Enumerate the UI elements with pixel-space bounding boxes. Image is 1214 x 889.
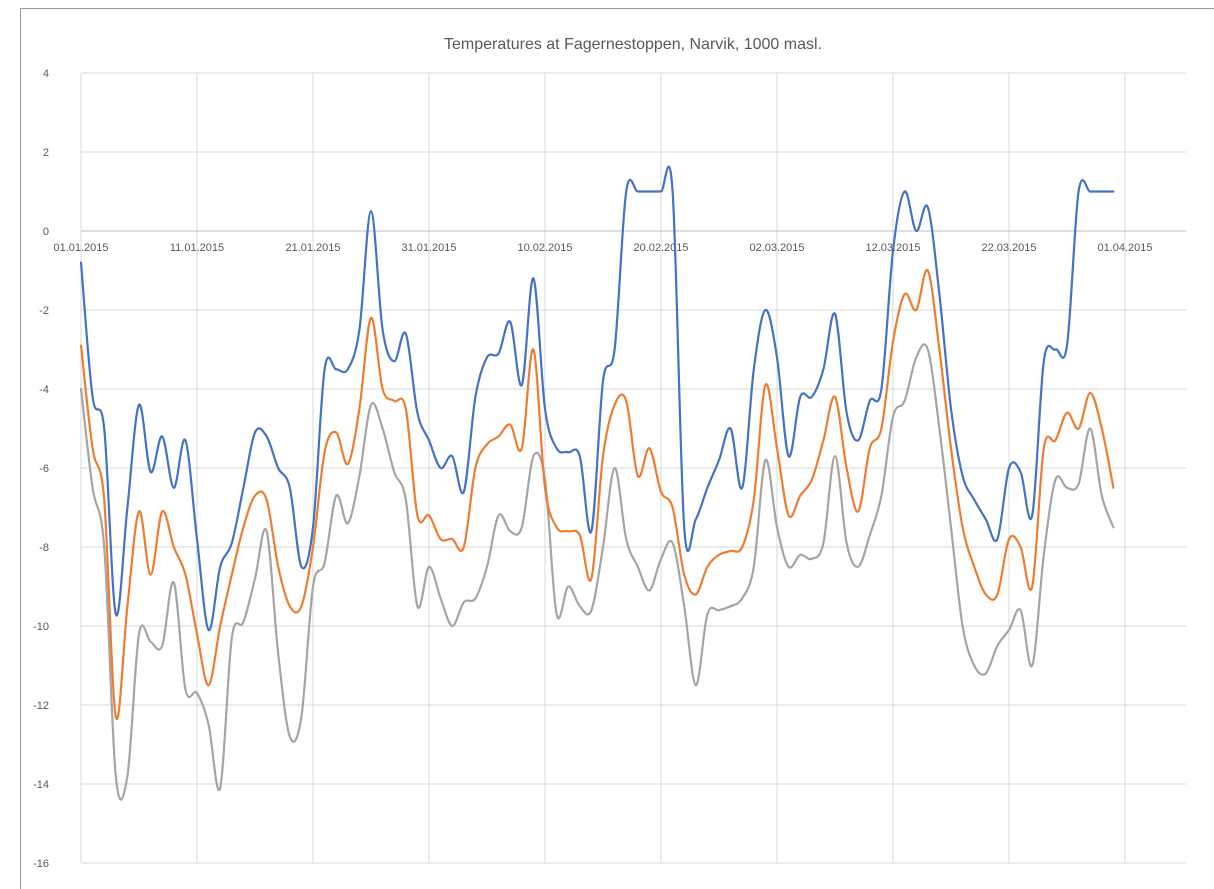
series-line-1 xyxy=(79,165,1115,632)
y-tick-label: 2 xyxy=(43,147,49,159)
chart-area: Temperatures at Fagernestoppen, Narvik, … xyxy=(20,8,1214,889)
chart-title: Temperatures at Fagernestoppen, Narvik, … xyxy=(444,36,822,53)
y-tick-label: -14 xyxy=(33,779,49,791)
x-tick-label: 01.01.2015 xyxy=(53,242,108,254)
series-line-3 xyxy=(79,343,1115,801)
x-tick-label: 11.01.2015 xyxy=(170,242,224,254)
y-tick-label: -12 xyxy=(33,700,49,712)
line-chart: Temperatures at Fagernestoppen, Narvik, … xyxy=(33,36,1186,870)
x-tick-label: 22.03.2015 xyxy=(981,242,1036,254)
y-tick-label: 0 xyxy=(43,226,49,238)
y-tick-label: -16 xyxy=(33,858,49,870)
y-axis-ticks: 4 2 0 -2 -4 -6 -8 -10 -12 -14 -16 xyxy=(33,68,49,870)
grid xyxy=(80,72,1186,864)
x-tick-label: 21.01.2015 xyxy=(285,242,340,254)
y-tick-label: -6 xyxy=(39,463,49,475)
x-tick-label: 20.02.2015 xyxy=(633,242,688,254)
series-lines xyxy=(79,165,1115,801)
y-tick-label: -4 xyxy=(39,384,49,396)
x-tick-label: 31.01.2015 xyxy=(401,242,456,254)
x-axis-ticks: 01.01.2015 11.01.2015 21.01.2015 31.01.2015… xyxy=(53,242,1152,254)
y-tick-label: -10 xyxy=(33,621,49,633)
y-tick-label: 4 xyxy=(43,68,49,80)
series-line-2 xyxy=(79,269,1115,721)
x-tick-label: 10.02.2015 xyxy=(517,242,572,254)
y-tick-label: -8 xyxy=(39,542,49,554)
x-tick-label: 01.04.2015 xyxy=(1097,242,1152,254)
x-tick-label: 02.03.2015 xyxy=(749,242,804,254)
y-tick-label: -2 xyxy=(39,305,49,317)
